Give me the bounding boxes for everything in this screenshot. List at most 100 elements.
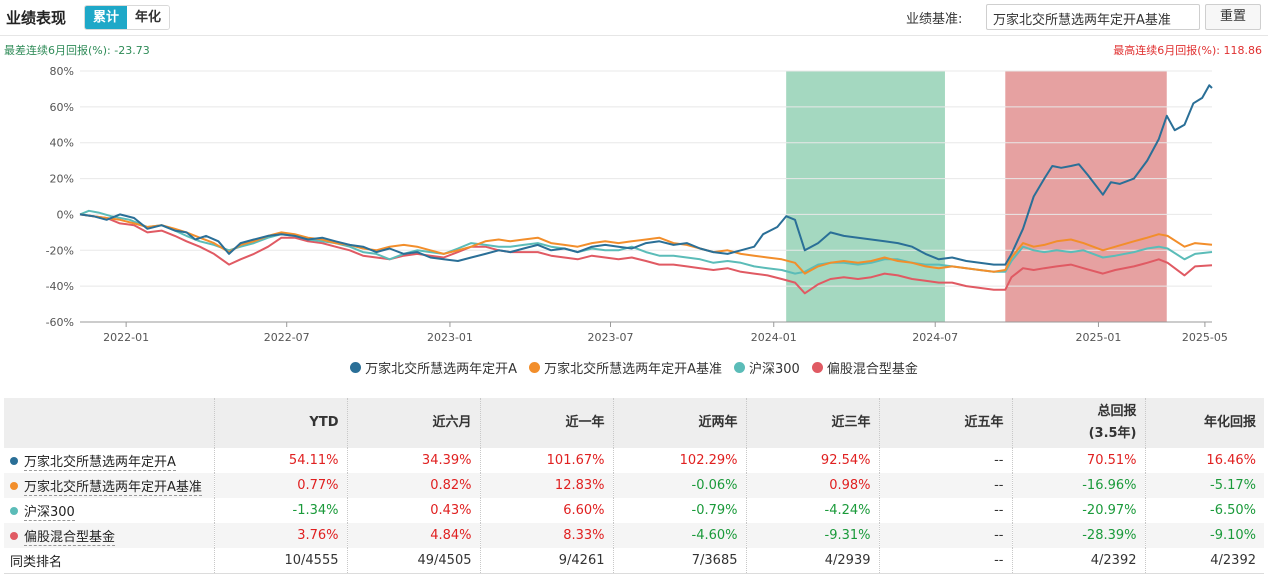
- table-cell: 3.76%: [214, 523, 348, 548]
- x-tick-label: 2023-07: [588, 331, 634, 344]
- table-cell: 12.83%: [480, 473, 614, 498]
- row-name-text: 同类排名: [10, 554, 63, 570]
- legend-item-3[interactable]: 偏股混合型基金: [811, 358, 918, 377]
- row-name[interactable]: 沪深300: [4, 498, 215, 523]
- x-tick-label: 2022-07: [264, 331, 310, 344]
- table-cell: 10/4555: [214, 548, 348, 574]
- row-name[interactable]: 偏股混合型基金: [4, 523, 215, 548]
- table-cell: --: [879, 473, 1013, 498]
- x-tick-label: 2024-01: [751, 331, 797, 344]
- legend-label: 沪深300: [748, 362, 800, 377]
- table-cell: 92.54%: [746, 448, 880, 473]
- table-cell: 102.29%: [613, 448, 747, 473]
- tab-cumulative[interactable]: 累计: [85, 6, 128, 29]
- table-row: 万家北交所慧选两年定开A基准 0.77% 0.82% 12.83% -0.06% 0.98…: [4, 473, 1264, 498]
- table-cell: -0.79%: [613, 498, 747, 523]
- column-header: 近两年: [613, 398, 747, 448]
- table-cell: 0.82%: [347, 473, 481, 498]
- series-dot-icon: [10, 507, 18, 515]
- reset-button[interactable]: 重置: [1205, 4, 1261, 30]
- y-tick-label: 40%: [50, 137, 74, 150]
- legend-label: 万家北交所慧选两年定开A: [365, 362, 518, 377]
- x-tick-label: 2024-07: [912, 331, 958, 344]
- table-cell: -0.06%: [613, 473, 747, 498]
- table-cell: -1.34%: [214, 498, 348, 523]
- column-header: [4, 398, 215, 448]
- table-cell: --: [879, 498, 1013, 523]
- series-line-3: [79, 213, 1213, 295]
- tab-annualized[interactable]: 年化: [127, 6, 170, 29]
- table-cell: 9/4261: [480, 548, 614, 574]
- table-cell: 4.84%: [347, 523, 481, 548]
- performance-table: YTD 近六月 近一年 近两年 近三年 近五年 总回报 (3.5年) 年化回报 万家北交所慧选两…: [4, 398, 1264, 574]
- table-cell: -9.31%: [746, 523, 880, 548]
- legend-label: 偏股混合型基金: [826, 362, 918, 377]
- table-cell: 0.43%: [347, 498, 481, 523]
- column-header: 近五年: [879, 398, 1013, 448]
- x-tick-label: 2022-01: [103, 331, 149, 344]
- table-cell: -5.17%: [1145, 473, 1264, 498]
- table-cell: 54.11%: [214, 448, 348, 473]
- table-row: 同类排名 10/4555 49/4505 9/4261 7/3685 4/2939 -- 4/…: [4, 548, 1264, 574]
- table-cell: 0.98%: [746, 473, 880, 498]
- legend-item-2[interactable]: 沪深300: [733, 358, 800, 377]
- y-tick-label: -60%: [46, 316, 74, 329]
- series-line-0: [79, 84, 1213, 266]
- table-cell: 49/4505: [347, 548, 481, 574]
- column-header: 总回报 (3.5年): [1012, 398, 1146, 448]
- table-cell: -4.60%: [613, 523, 747, 548]
- legend-item-0[interactable]: 万家北交所慧选两年定开A: [350, 358, 517, 377]
- worst-6m-return: 最差连续6月回报(%): -23.73: [4, 44, 150, 57]
- column-header: YTD: [214, 398, 348, 448]
- y-tick-label: 20%: [50, 173, 74, 186]
- legend-label: 万家北交所慧选两年定开A基准: [544, 362, 722, 377]
- table-cell: 4/2392: [1145, 548, 1264, 574]
- column-header: 近六月: [347, 398, 481, 448]
- x-tick-label: 2023-01: [427, 331, 473, 344]
- legend-dot-icon: [350, 362, 362, 373]
- row-name-text: 沪深300: [24, 505, 75, 521]
- legend-dot-icon: [529, 362, 541, 373]
- table-row: 万家北交所慧选两年定开A 54.11% 34.39% 101.67% 102.29% 92…: [4, 448, 1264, 473]
- row-name: 同类排名: [4, 548, 215, 574]
- row-name[interactable]: 万家北交所慧选两年定开A: [4, 448, 215, 473]
- x-tick-label: 2025-01: [1075, 331, 1121, 344]
- table-row: 沪深300 -1.34% 0.43% 6.60% -0.79% -4.24% -- -20.9…: [4, 498, 1264, 523]
- row-name-text: 万家北交所慧选两年定开A基准: [24, 480, 202, 496]
- series-line-2: [79, 209, 1213, 275]
- legend-dot-icon: [811, 362, 823, 373]
- y-tick-label: -40%: [46, 280, 74, 293]
- column-header: 近一年: [480, 398, 614, 448]
- table-cell: 70.51%: [1012, 448, 1146, 473]
- series-dot-icon: [10, 482, 18, 490]
- column-header: 年化回报: [1145, 398, 1264, 448]
- shaded-period-1: [1005, 71, 1167, 322]
- table-cell: 8.33%: [480, 523, 614, 548]
- column-header: 近三年: [746, 398, 880, 448]
- performance-line-chart: -60% -40% -20% 0% 20% 40% 60% 80% 2022-01 2022-07…: [46, 65, 1228, 344]
- table-cell: 34.39%: [347, 448, 481, 473]
- table-cell: -16.96%: [1012, 473, 1146, 498]
- row-name-text: 偏股混合型基金: [24, 530, 116, 546]
- legend-item-1[interactable]: 万家北交所慧选两年定开A基准: [529, 358, 722, 377]
- row-name[interactable]: 万家北交所慧选两年定开A基准: [4, 473, 215, 498]
- x-tick-label: 2025-05: [1182, 331, 1228, 344]
- table-cell: 6.60%: [480, 498, 614, 523]
- table-cell: 4/2939: [746, 548, 880, 574]
- y-tick-label: 60%: [50, 101, 74, 114]
- series-dot-icon: [10, 532, 18, 540]
- y-tick-label: 0%: [57, 208, 74, 221]
- y-tick-label: 80%: [50, 65, 74, 78]
- table-cell: -28.39%: [1012, 523, 1146, 548]
- chart-legend: 万家北交所慧选两年定开A 万家北交所慧选两年定开A基准 沪深300 偏股混合型基金: [0, 358, 1268, 377]
- table-cell: --: [879, 448, 1013, 473]
- table-row: 偏股混合型基金 3.76% 4.84% 8.33% -4.60% -9.31% -- -28.…: [4, 523, 1264, 548]
- performance-header: 业绩表现 累计 年化 业绩基准: 万家北交所慧选两年定开A基准 重置: [0, 0, 1268, 36]
- table-cell: 7/3685: [613, 548, 747, 574]
- mode-tabs: 累计 年化: [84, 5, 171, 30]
- table-header-row: YTD 近六月 近一年 近两年 近三年 近五年 总回报 (3.5年) 年化回报: [4, 398, 1264, 448]
- table-cell: -9.10%: [1145, 523, 1264, 548]
- benchmark-label: 业绩基准:: [906, 12, 963, 27]
- table-cell: 4/2392: [1012, 548, 1146, 574]
- benchmark-select[interactable]: 万家北交所慧选两年定开A基准: [986, 4, 1200, 30]
